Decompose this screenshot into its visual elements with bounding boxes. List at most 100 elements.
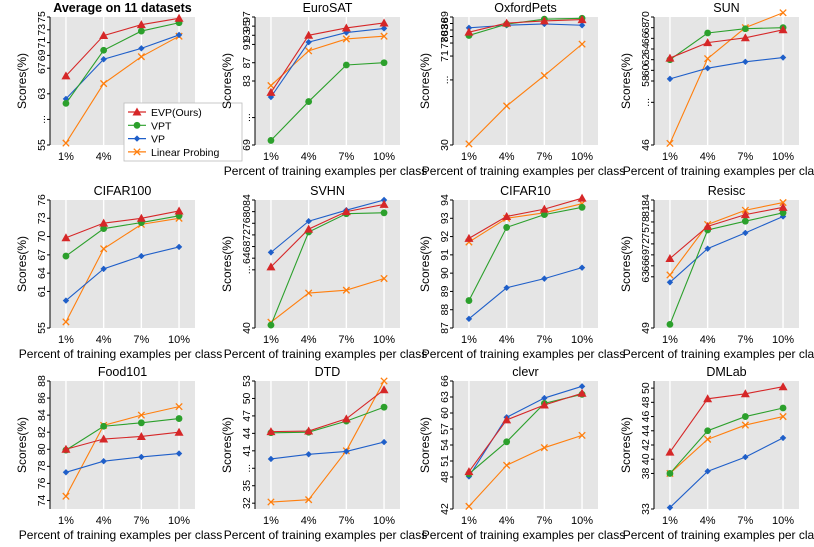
data-point [704, 245, 711, 252]
y-tick-label: 75 [36, 11, 48, 23]
series-evp-ours- [61, 13, 184, 80]
series-vpt [666, 209, 787, 328]
data-point [266, 427, 276, 436]
y-tick-label: 40 [241, 322, 253, 334]
data-point [666, 504, 674, 511]
x-axis-label: Percent of training examples per class [224, 528, 427, 542]
data-point [266, 262, 276, 271]
chart-dmlab: DMLab 33 38 40 42 44 46 48 50 Scores(%) 1% 4% 7% 10%P… [619, 365, 814, 542]
chart-title: SUN [713, 1, 739, 15]
data-point [666, 139, 674, 148]
x-tick-label: 7% [536, 151, 552, 163]
y-tick-label: 64 [241, 252, 253, 264]
data-point [267, 321, 275, 329]
legend-swatch-marker [132, 107, 142, 116]
y-tick-label: 57 [439, 423, 451, 435]
y-tick-label: 51 [439, 455, 451, 467]
data-point [703, 394, 713, 403]
x-axis-label: Percent of training examples per class [422, 164, 625, 178]
y-tick-label: 49 [640, 322, 652, 334]
x-tick-label: 1% [662, 334, 678, 346]
data-point [465, 502, 473, 510]
data-point [742, 58, 749, 65]
y-axis-label: Scores(%) [220, 53, 234, 109]
y-tick-label: 32 [241, 497, 253, 509]
y-tick-label: 84 [36, 409, 48, 421]
x-tick-label: 1% [58, 151, 74, 163]
data-point [137, 411, 146, 419]
x-tick-label: 7% [338, 334, 354, 346]
data-point [341, 207, 351, 216]
data-point [99, 434, 109, 443]
series-linear-probing [465, 40, 586, 148]
series-linear-probing [267, 377, 388, 506]
data-point [502, 102, 511, 110]
data-point [266, 87, 276, 96]
data-point [99, 218, 109, 227]
data-point [666, 75, 674, 83]
y-tick-label: 60 [439, 407, 451, 419]
data-point [62, 297, 70, 304]
plot-area [654, 17, 799, 145]
data-point [175, 243, 183, 251]
data-point [267, 137, 275, 144]
y-tick-label: 63 [36, 88, 48, 100]
y-axis-label: Scores(%) [619, 417, 633, 473]
y-tick-label: 80 [439, 31, 451, 43]
x-tick-label: 7% [338, 515, 354, 527]
data-point [740, 389, 750, 398]
x-tick-label: 4% [700, 151, 716, 163]
series-line [270, 27, 385, 98]
y-axis-label: Scores(%) [15, 236, 29, 292]
data-point [740, 210, 750, 219]
data-point [539, 16, 549, 25]
series-line [669, 206, 784, 259]
series-vpt [267, 209, 388, 329]
data-point [100, 46, 108, 54]
data-point [305, 98, 313, 105]
chart-title: Resisc [708, 184, 746, 198]
series-line [669, 386, 784, 453]
data-point [741, 413, 749, 420]
series-line [270, 278, 385, 323]
data-point [778, 202, 788, 211]
x-tick-label: 4% [96, 515, 112, 527]
y-tick-label: 92 [439, 231, 451, 243]
y-tick-label: 53 [241, 375, 253, 387]
data-point [304, 47, 313, 55]
x-axis-label: Percent of training examples per class [623, 347, 814, 361]
data-point [577, 193, 587, 202]
data-point [61, 233, 71, 242]
data-point [62, 95, 70, 103]
data-point [100, 265, 107, 273]
series-evp-ours- [266, 199, 389, 271]
data-point [502, 211, 512, 220]
data-point [62, 469, 70, 476]
y-tick-label: 42 [640, 439, 652, 451]
series-linear-probing [267, 274, 388, 326]
series-line [468, 43, 583, 145]
series-line [270, 62, 385, 141]
data-point [100, 422, 108, 430]
y-axis-label: Scores(%) [220, 236, 234, 292]
series-evp-ours- [665, 25, 788, 62]
data-point [380, 377, 388, 385]
series-line [270, 441, 385, 460]
series-linear-probing [267, 32, 388, 90]
chart-title: EuroSAT [303, 1, 353, 15]
y-tick-label: 75 [640, 227, 652, 239]
y-tick-label: 94 [439, 194, 451, 206]
data-point [380, 438, 388, 446]
x-tick-label: 1% [58, 515, 74, 527]
x-tick-label: 4% [96, 151, 112, 163]
y-tick-label: 58 [640, 75, 652, 87]
y-tick-label: 54 [439, 439, 451, 451]
data-point [465, 297, 473, 304]
y-tick-label: 50 [241, 392, 253, 404]
data-point [175, 402, 183, 411]
series-evp-ours- [665, 202, 788, 263]
series-line [65, 35, 180, 144]
